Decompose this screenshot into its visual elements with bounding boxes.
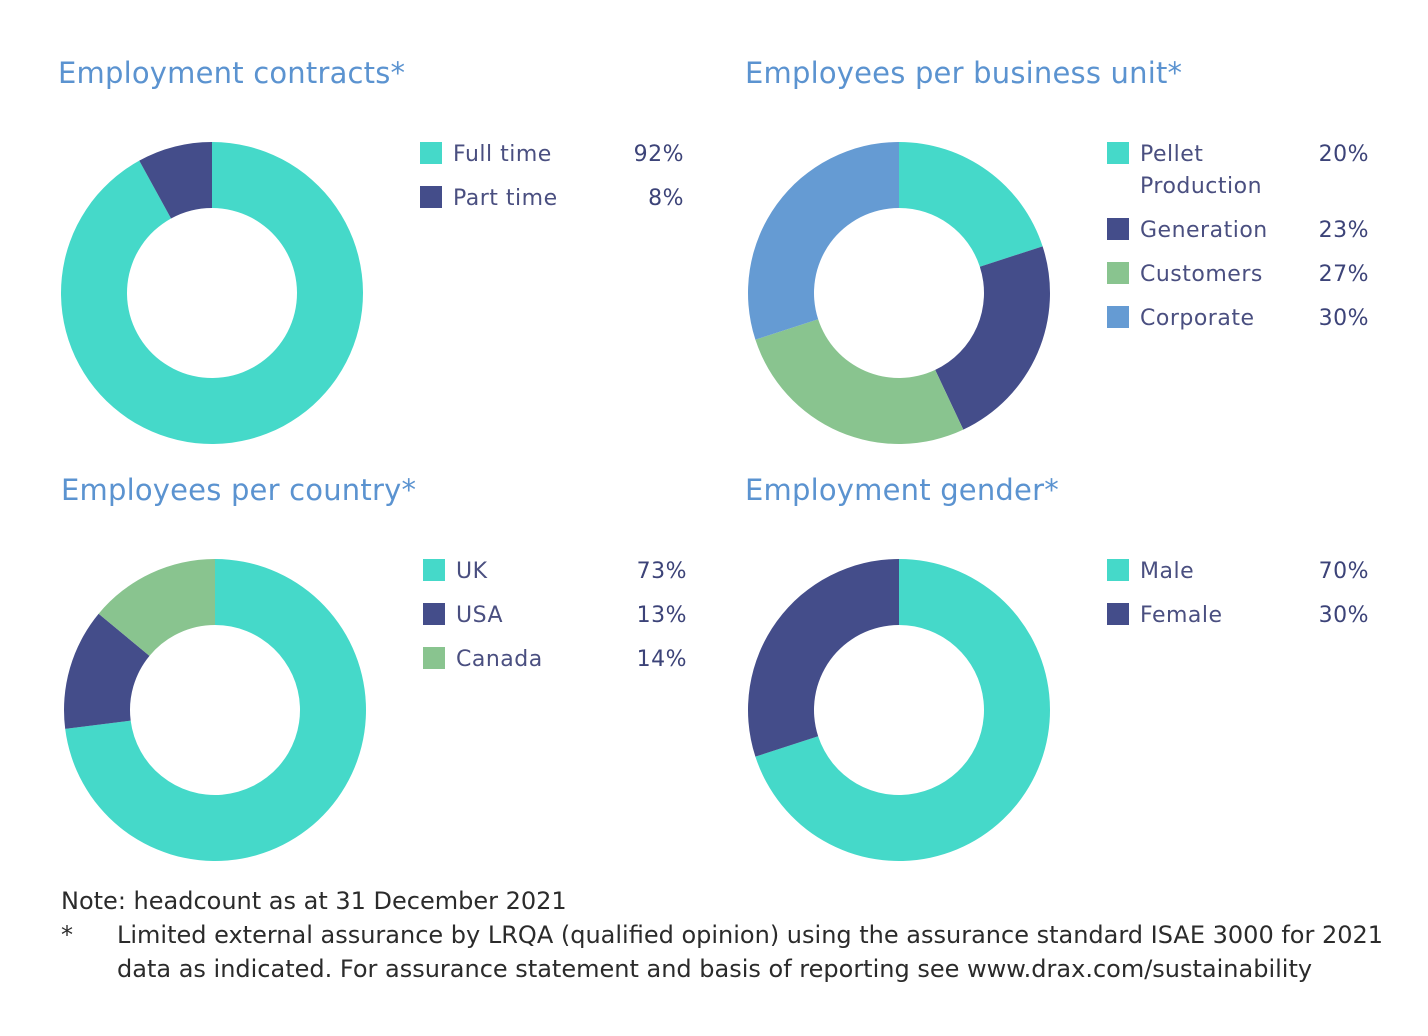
donut-segment-corporate: [748, 142, 899, 340]
legend-value: 13%: [636, 603, 687, 628]
legend-value: 70%: [1318, 559, 1369, 584]
notes: Note: headcount as at 31 December 2021 *…: [61, 884, 1401, 986]
legend-label: Female: [1140, 603, 1223, 628]
donut-segment-part-time: [139, 142, 212, 219]
donut-chart: [64, 559, 367, 861]
legend-swatch: [423, 647, 445, 669]
legend-value: 23%: [1318, 218, 1369, 243]
legend-label: Customers: [1140, 262, 1263, 287]
donut-segment-generation: [935, 246, 1050, 430]
headcount-note: Note: headcount as at 31 December 2021: [61, 887, 567, 915]
legend-label: Pellet: [1140, 142, 1204, 167]
legend-value: 73%: [636, 559, 687, 584]
legend-swatch: [420, 142, 442, 164]
legend-label: Part time: [453, 186, 558, 211]
legend-label: Production: [1140, 174, 1263, 199]
chart-title: Employees per business unit*: [745, 56, 1183, 90]
legend-swatch: [423, 603, 445, 625]
legend-value: 8%: [648, 186, 684, 211]
legend-swatch: [1107, 218, 1129, 240]
legend-value: 30%: [1318, 306, 1369, 331]
donut-segment-canada: [98, 559, 215, 656]
legend-label: Full time: [453, 142, 552, 167]
donut-segment-usa: [64, 613, 150, 729]
donut-segment-pellet-production: [899, 142, 1043, 267]
chart-title: Employees per country*: [61, 473, 417, 507]
donut-segment-male: [755, 559, 1050, 861]
legend-label: USA: [456, 603, 504, 628]
chart-title: Employment contracts*: [58, 56, 406, 90]
legend-swatch: [1107, 142, 1129, 164]
legend-label: Corporate: [1140, 306, 1255, 331]
legend-value: 30%: [1318, 603, 1369, 628]
footnote-line-1: Limited external assurance by LRQA (qual…: [117, 921, 1384, 949]
footnote: * Limited external assurance by LRQA (qu…: [61, 918, 1401, 986]
legend-swatch: [420, 186, 442, 208]
donut-segment-uk: [65, 559, 367, 861]
legend-label: UK: [456, 559, 488, 584]
donut-chart: [748, 142, 1050, 445]
donut-segment-full-time: [60, 142, 363, 444]
legend-value: 20%: [1318, 142, 1369, 167]
donut-chart: [60, 142, 363, 444]
chart-title: Employment gender*: [745, 473, 1059, 507]
legend-swatch: [1107, 306, 1129, 328]
legend-label: Male: [1140, 559, 1195, 584]
legend-swatch: [1107, 603, 1129, 625]
footnote-line-2: data as indicated. For assurance stateme…: [117, 955, 1313, 983]
legend-value: 14%: [636, 647, 687, 672]
legend-swatch: [1107, 262, 1129, 284]
donut-segment-customers: [755, 319, 964, 445]
legend-swatch: [1107, 559, 1129, 581]
legend-label: Canada: [456, 647, 543, 672]
legend-swatch: [423, 559, 445, 581]
donut-chart: [748, 558, 1050, 861]
legend-value: 92%: [633, 142, 684, 167]
footnote-marker: *: [61, 921, 73, 949]
legend-value: 27%: [1318, 262, 1369, 287]
legend-label: Generation: [1140, 218, 1268, 243]
donut-segment-female: [748, 558, 899, 757]
